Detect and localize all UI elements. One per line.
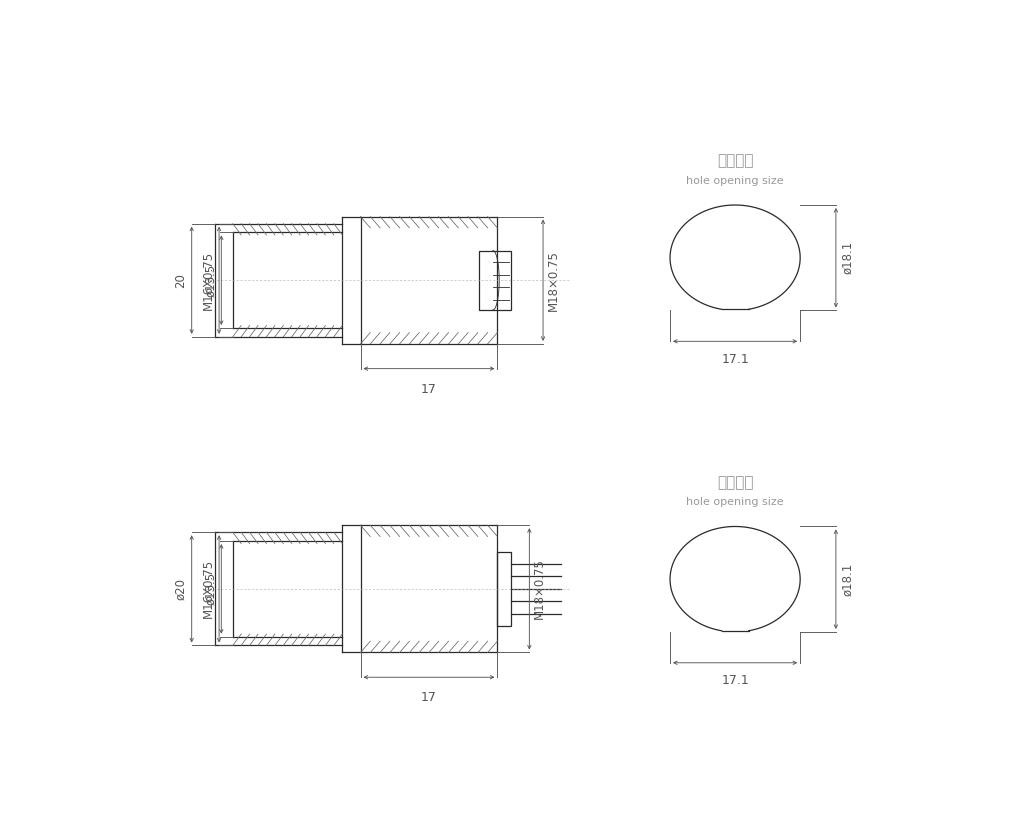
- Text: 17: 17: [421, 382, 437, 396]
- Text: 17.1: 17.1: [721, 675, 749, 687]
- Text: M16X0.75: M16X0.75: [203, 559, 215, 619]
- Text: 开孔尺寸: 开孔尺寸: [717, 154, 754, 169]
- Bar: [479, 250, 511, 310]
- Text: ø18.1: ø18.1: [842, 563, 854, 596]
- Text: 开孔尺寸: 开孔尺寸: [717, 475, 754, 490]
- Text: M18×0.75: M18×0.75: [547, 250, 560, 311]
- Bar: [498, 552, 511, 625]
- Text: 20: 20: [174, 273, 187, 288]
- Text: ø13.5: ø13.5: [205, 572, 217, 605]
- Text: 17: 17: [421, 691, 437, 705]
- Text: hole opening size: hole opening size: [686, 175, 784, 185]
- Text: ø18.1: ø18.1: [842, 241, 854, 275]
- Text: M16X0.75: M16X0.75: [203, 250, 215, 310]
- Text: ø20: ø20: [174, 578, 187, 600]
- Text: 17.1: 17.1: [721, 353, 749, 366]
- Text: hole opening size: hole opening size: [686, 497, 784, 507]
- Text: ø13.5: ø13.5: [205, 264, 217, 296]
- Text: M18×0.75: M18×0.75: [534, 559, 546, 620]
